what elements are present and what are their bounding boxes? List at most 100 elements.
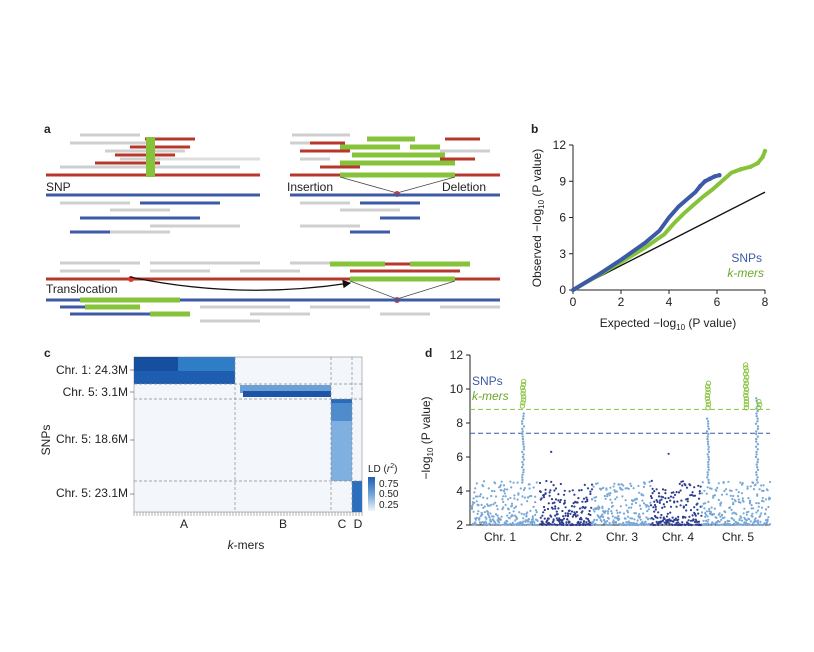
- snp-point: [664, 497, 667, 500]
- kmer-point: [744, 374, 750, 380]
- snp-point: [694, 518, 697, 521]
- snp-point: [566, 518, 569, 521]
- snp-point: [582, 505, 585, 509]
- snp-point: [682, 505, 685, 508]
- snp-point: [677, 491, 681, 494]
- snp-point: [624, 499, 627, 502]
- snp-point: [756, 509, 760, 512]
- snp-point: [647, 505, 650, 508]
- snp-point: [764, 513, 767, 516]
- snp-point: [760, 484, 763, 487]
- snp-point: [751, 515, 754, 518]
- snp-peak-point: [706, 440, 710, 443]
- snp-point: [653, 503, 657, 507]
- snp-point: [742, 500, 745, 503]
- col-label-c: C: [338, 517, 347, 531]
- qq-y-tick-label: 6: [559, 211, 566, 225]
- snp-point: [583, 483, 586, 486]
- snp-point: [571, 489, 574, 492]
- snp-point: [548, 491, 551, 494]
- snp-point: [494, 495, 498, 498]
- snp-point: [564, 512, 567, 515]
- kmer-point: [520, 397, 527, 403]
- snp-point: [550, 498, 554, 501]
- snp-point: [646, 523, 649, 526]
- snp-point: [584, 506, 587, 509]
- qq-series-k-mers: [571, 149, 767, 292]
- snp-peak-point: [707, 445, 710, 448]
- snp-point: [648, 480, 651, 483]
- snp-point: [541, 520, 544, 523]
- snp-point: [663, 517, 666, 521]
- snp-point: [576, 514, 579, 517]
- snp-point: [752, 488, 756, 491]
- snp-point: [751, 512, 754, 515]
- snp-point: [474, 521, 477, 524]
- snp-point: [474, 518, 478, 521]
- snp-point: [586, 499, 589, 503]
- snp-point: [642, 502, 646, 505]
- snp-point: [689, 484, 692, 487]
- qq-x-tick-label: 6: [714, 295, 721, 309]
- snp-point: [688, 515, 691, 518]
- snp-point: [756, 519, 760, 522]
- snp-point: [630, 503, 634, 506]
- snp-point: [681, 521, 684, 524]
- snp-peak-point: [522, 445, 526, 448]
- snp-point: [510, 502, 514, 505]
- snp-point: [723, 490, 726, 493]
- snp-point: [504, 503, 507, 507]
- snp-peak-point: [707, 466, 710, 469]
- snp-point: [679, 489, 682, 492]
- snp-point: [700, 514, 703, 517]
- snp-peak-point: [706, 443, 710, 446]
- snp-point: [754, 517, 757, 520]
- snp-point: [701, 481, 704, 484]
- snp-point: [585, 521, 588, 524]
- snp-point: [755, 523, 758, 526]
- qq-ylabel: Observed −log10 (P value): [530, 149, 546, 287]
- kmer-point: [743, 386, 750, 392]
- snp-point: [742, 512, 745, 515]
- snp-point: [636, 519, 639, 522]
- snp-point: [671, 516, 674, 519]
- kmer-point: [742, 371, 749, 377]
- snp-point: [622, 484, 625, 487]
- snp-point: [477, 510, 480, 513]
- snp-point: [624, 487, 627, 490]
- snp-point: [758, 488, 761, 491]
- snp-point: [766, 518, 769, 521]
- snp-point: [472, 510, 475, 513]
- snp-point: [609, 492, 612, 495]
- snp-peak-point: [707, 460, 710, 464]
- snp-point: [534, 501, 537, 504]
- snp-point: [747, 497, 750, 500]
- panel-c: c Chr. 1: 24.3M Chr. 5: 3.1M Chr. 5: 18.…: [39, 346, 399, 552]
- snp-point: [561, 509, 564, 513]
- snp-point: [706, 515, 709, 518]
- ld-block-chr5-3-b: [243, 391, 331, 397]
- snp-point: [559, 498, 562, 502]
- snp-point: [658, 499, 661, 502]
- snp-point: [741, 497, 744, 500]
- snp-point: [608, 494, 611, 497]
- manhattan-y-tick-label: 12: [450, 348, 464, 362]
- qq-series: [571, 148, 768, 292]
- panel-b: b 0 2 4 6 8 0 3 6 9 12 SNPs k-mers Expected −log1…: [530, 122, 769, 332]
- snp-point: [740, 516, 743, 519]
- snp-point: [570, 510, 574, 513]
- snp-point: [555, 517, 558, 520]
- snp-point: [653, 523, 657, 527]
- snp-point: [720, 514, 724, 517]
- snp-point: [615, 509, 618, 512]
- snp-point: [652, 523, 655, 527]
- snp-point: [512, 510, 515, 513]
- snp-point: [502, 506, 505, 509]
- snp-point: [534, 523, 538, 527]
- snp-peak-point: [755, 415, 758, 418]
- snp-point: [716, 486, 719, 489]
- snp-point: [536, 523, 539, 527]
- snp-point: [734, 500, 737, 503]
- snp-point: [620, 483, 623, 486]
